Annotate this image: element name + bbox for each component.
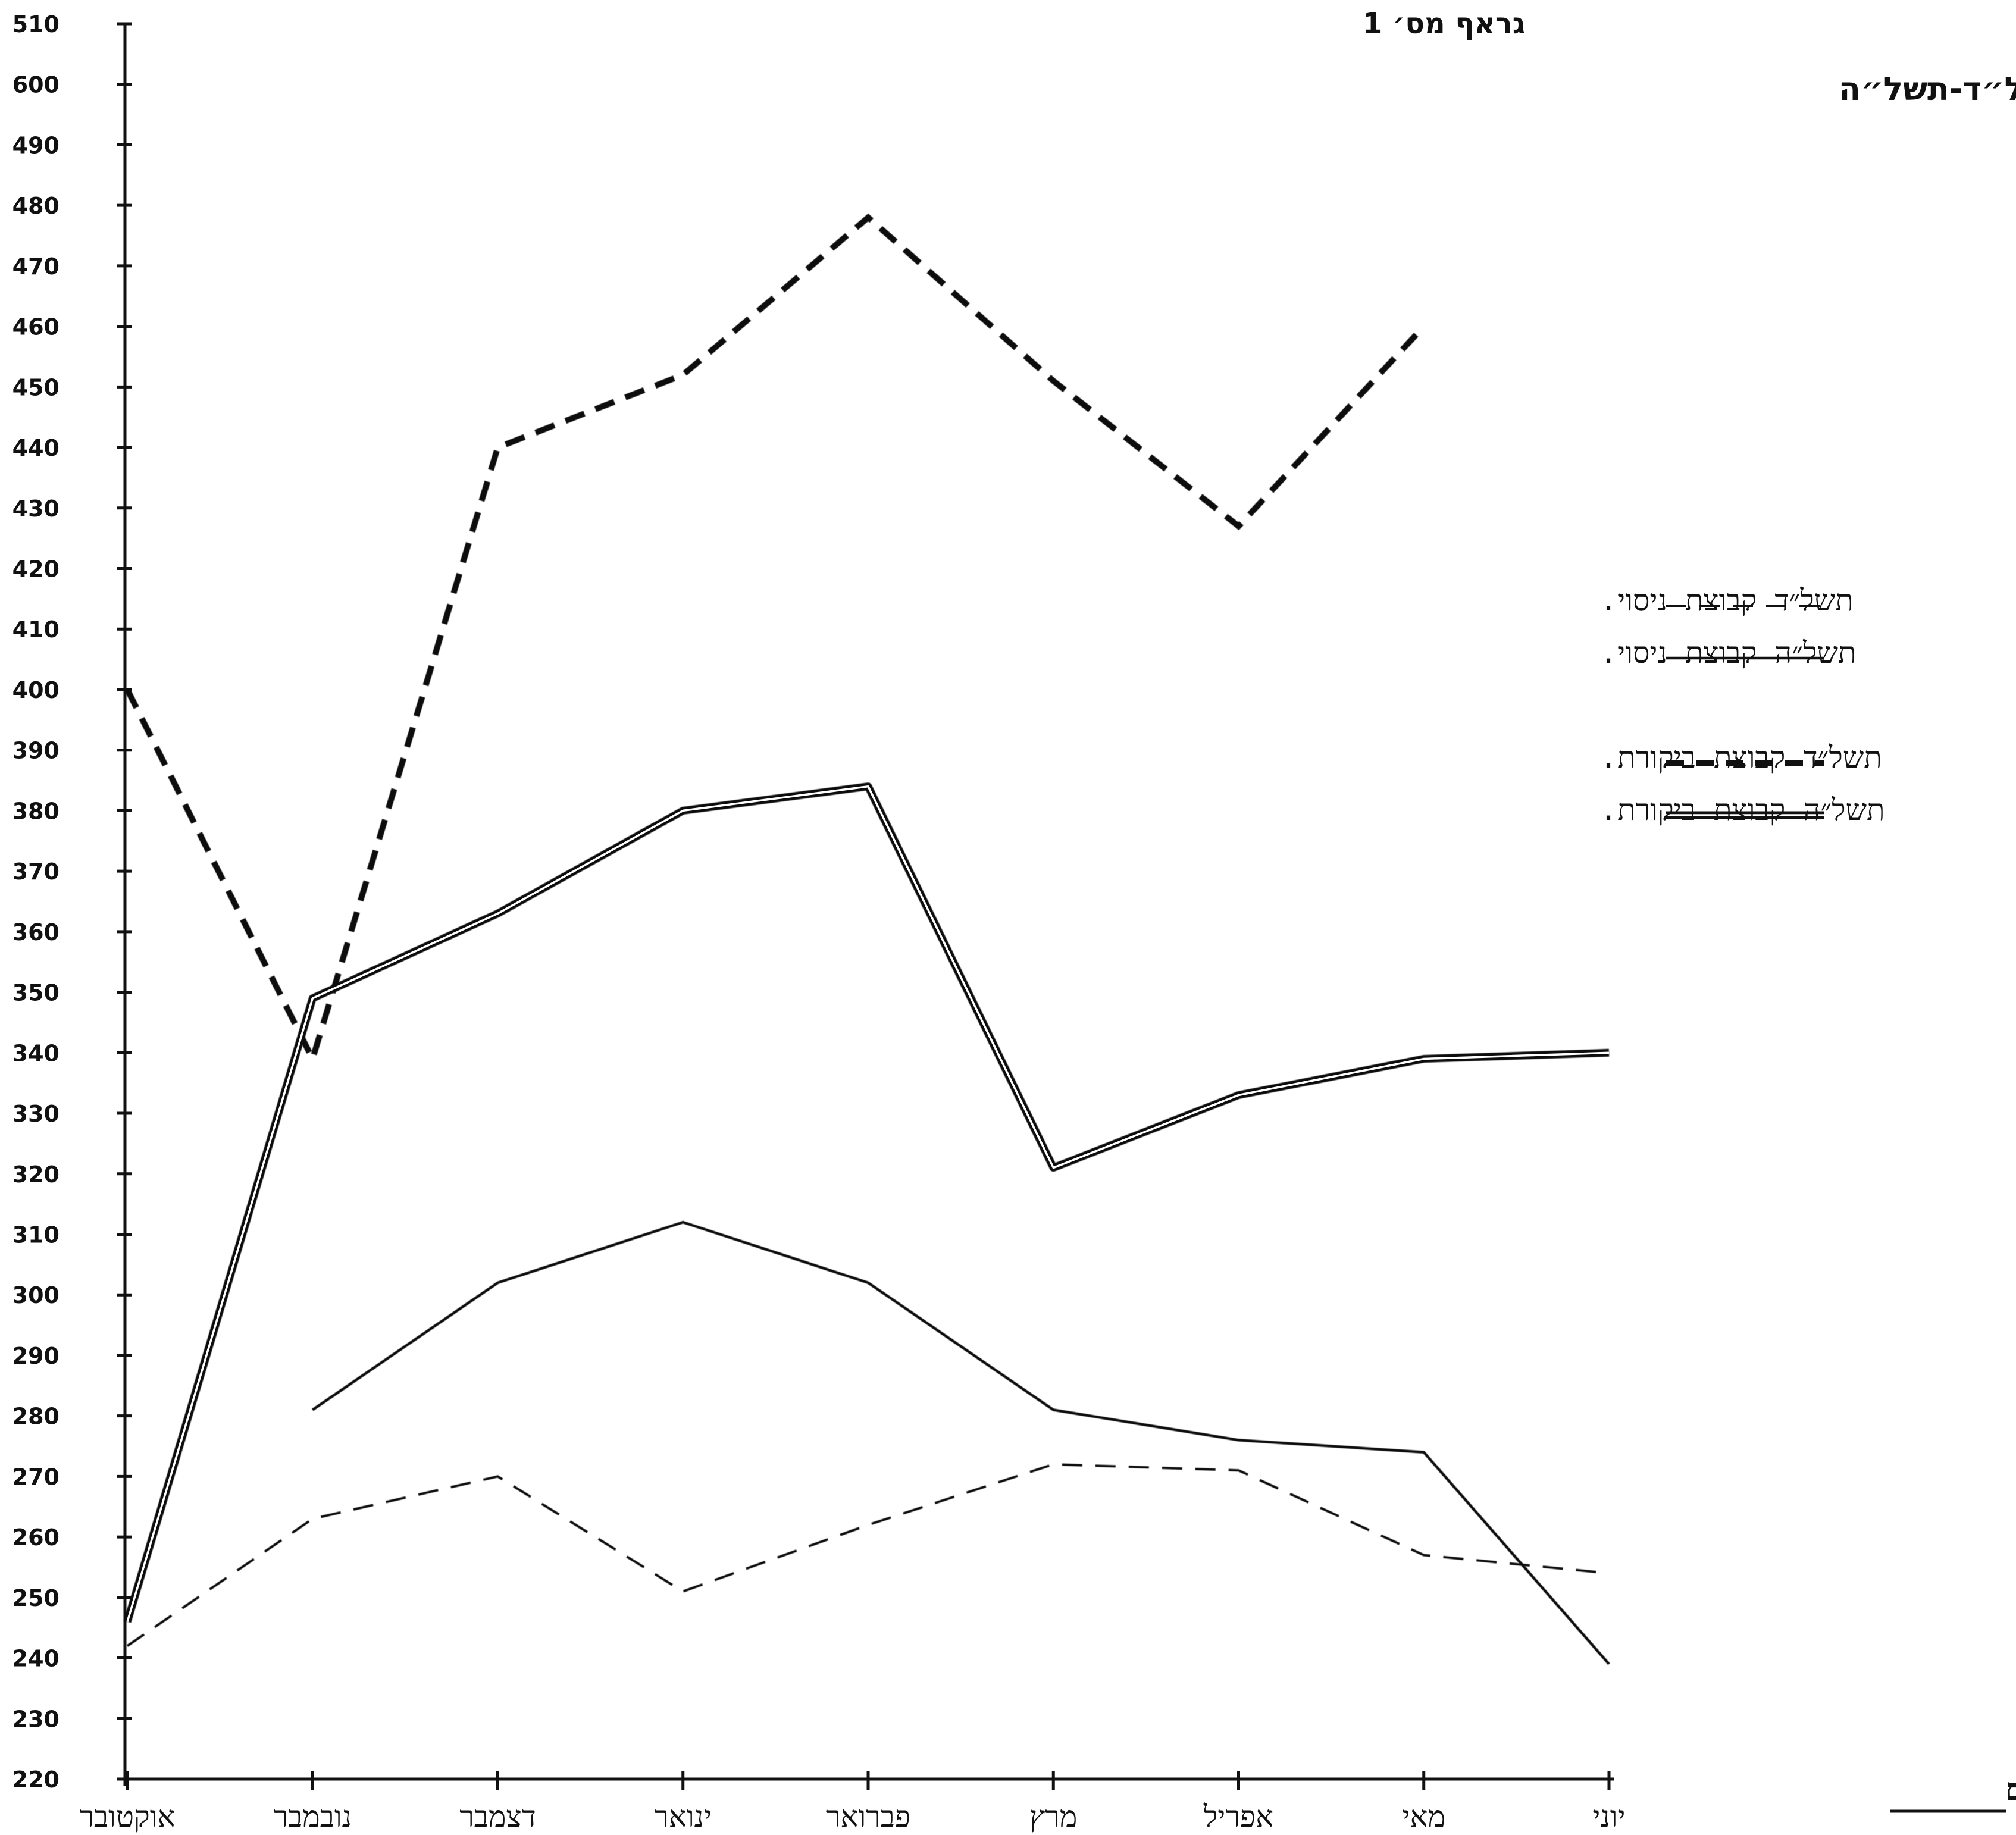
legend: תשל״ד קבוצת ניסוי. תשל״ה קבוצת ניסוי. תשל״… (1599, 583, 1885, 827)
legend-label: תשל״ה קבוצת ביקורת. (1599, 793, 1885, 827)
y-tick-label: 430 (12, 496, 60, 522)
y-tick-label: 280 (12, 1404, 60, 1430)
chart-subtitle: השתתפות חודשית לקבוצת ניסוי וקבוצת ביקור… (1839, 70, 2016, 108)
y-tick-label: 240 (12, 1646, 60, 1672)
y-tick-label: 290 (12, 1343, 60, 1369)
y-tick-label: 370 (12, 859, 60, 885)
y-tick-label: 450 (12, 374, 60, 400)
series-line (124, 213, 1426, 1067)
y-tick-label: 390 (12, 738, 60, 764)
x-tick-label: נובמבר (274, 1799, 352, 1834)
y-tick-label: 460 (12, 314, 60, 340)
y-axis-ticks: 220 230 240 250 260 270 280 290 300 310 320 330 340 3… (12, 11, 132, 1793)
y-tick-label: 510 (12, 11, 60, 37)
x-axis-title: חודשים (2005, 1773, 2016, 1808)
y-tick-label: 260 (12, 1524, 60, 1551)
y-tick-label: 220 (12, 1767, 60, 1793)
x-axis-ticks: אוקטובר נובמבר דצמבר ינואר פברואר מרץ אפריל מאי… (79, 1771, 1626, 1834)
y-tick-label: 230 (12, 1706, 60, 1732)
y-tick-label: 470 (12, 253, 60, 280)
legend-label: תשל״ד קבוצת ביקורת. (1599, 740, 1882, 775)
x-tick-label: פברואר (826, 1799, 910, 1834)
x-tick-label: אפריל (1203, 1799, 1273, 1834)
x-tick-label: דצמבר (459, 1799, 536, 1834)
series-line (126, 1463, 1610, 1647)
legend-item: תשל״ה קבוצת ביקורת. (1599, 793, 1885, 827)
y-tick-label: 490 (12, 132, 60, 158)
chart-title: גראף מס׳ 1 (1363, 7, 1525, 40)
x-tick-label: ינואר (654, 1799, 712, 1834)
series-layer (123, 213, 1610, 1665)
y-tick-label: 340 (12, 1040, 60, 1066)
x-tick-label: אוקטובר (79, 1799, 175, 1834)
y-tick-label: 380 (12, 798, 60, 824)
y-tick-label: 480 (12, 193, 60, 219)
y-tick-label: 360 (12, 919, 60, 945)
x-tick-label: יוני (1592, 1799, 1625, 1834)
legend-label: תשל״ה קבוצת ניסוי. (1599, 635, 1856, 670)
x-tick-label: מרץ (1029, 1799, 1077, 1834)
y-tick-label: 600 (12, 72, 60, 98)
y-tick-label: 440 (12, 435, 60, 461)
y-tick-label: 300 (12, 1282, 60, 1308)
legend-item: תשל״ד קבוצת ביקורת. (1599, 740, 1882, 775)
legend-label: תשל״ד קבוצת ניסוי. (1599, 583, 1854, 618)
x-tick-label: מאי (1402, 1799, 1445, 1834)
y-tick-label: 320 (12, 1161, 60, 1188)
y-tick-label: 400 (12, 677, 60, 703)
y-tick-label: 410 (12, 616, 60, 643)
series-line (312, 1220, 1610, 1665)
y-tick-label: 250 (12, 1585, 60, 1611)
y-tick-label: 310 (12, 1222, 60, 1248)
series-line (123, 782, 1610, 1623)
y-tick-label: 350 (12, 980, 60, 1006)
y-tick-label: 270 (12, 1464, 60, 1490)
y-tick-label: 420 (12, 556, 60, 583)
legend-item: תשל״ד קבוצת ניסוי. (1599, 583, 1854, 618)
y-tick-label: 330 (12, 1101, 60, 1127)
legend-item: תשל״ה קבוצת ניסוי. (1599, 635, 1856, 670)
